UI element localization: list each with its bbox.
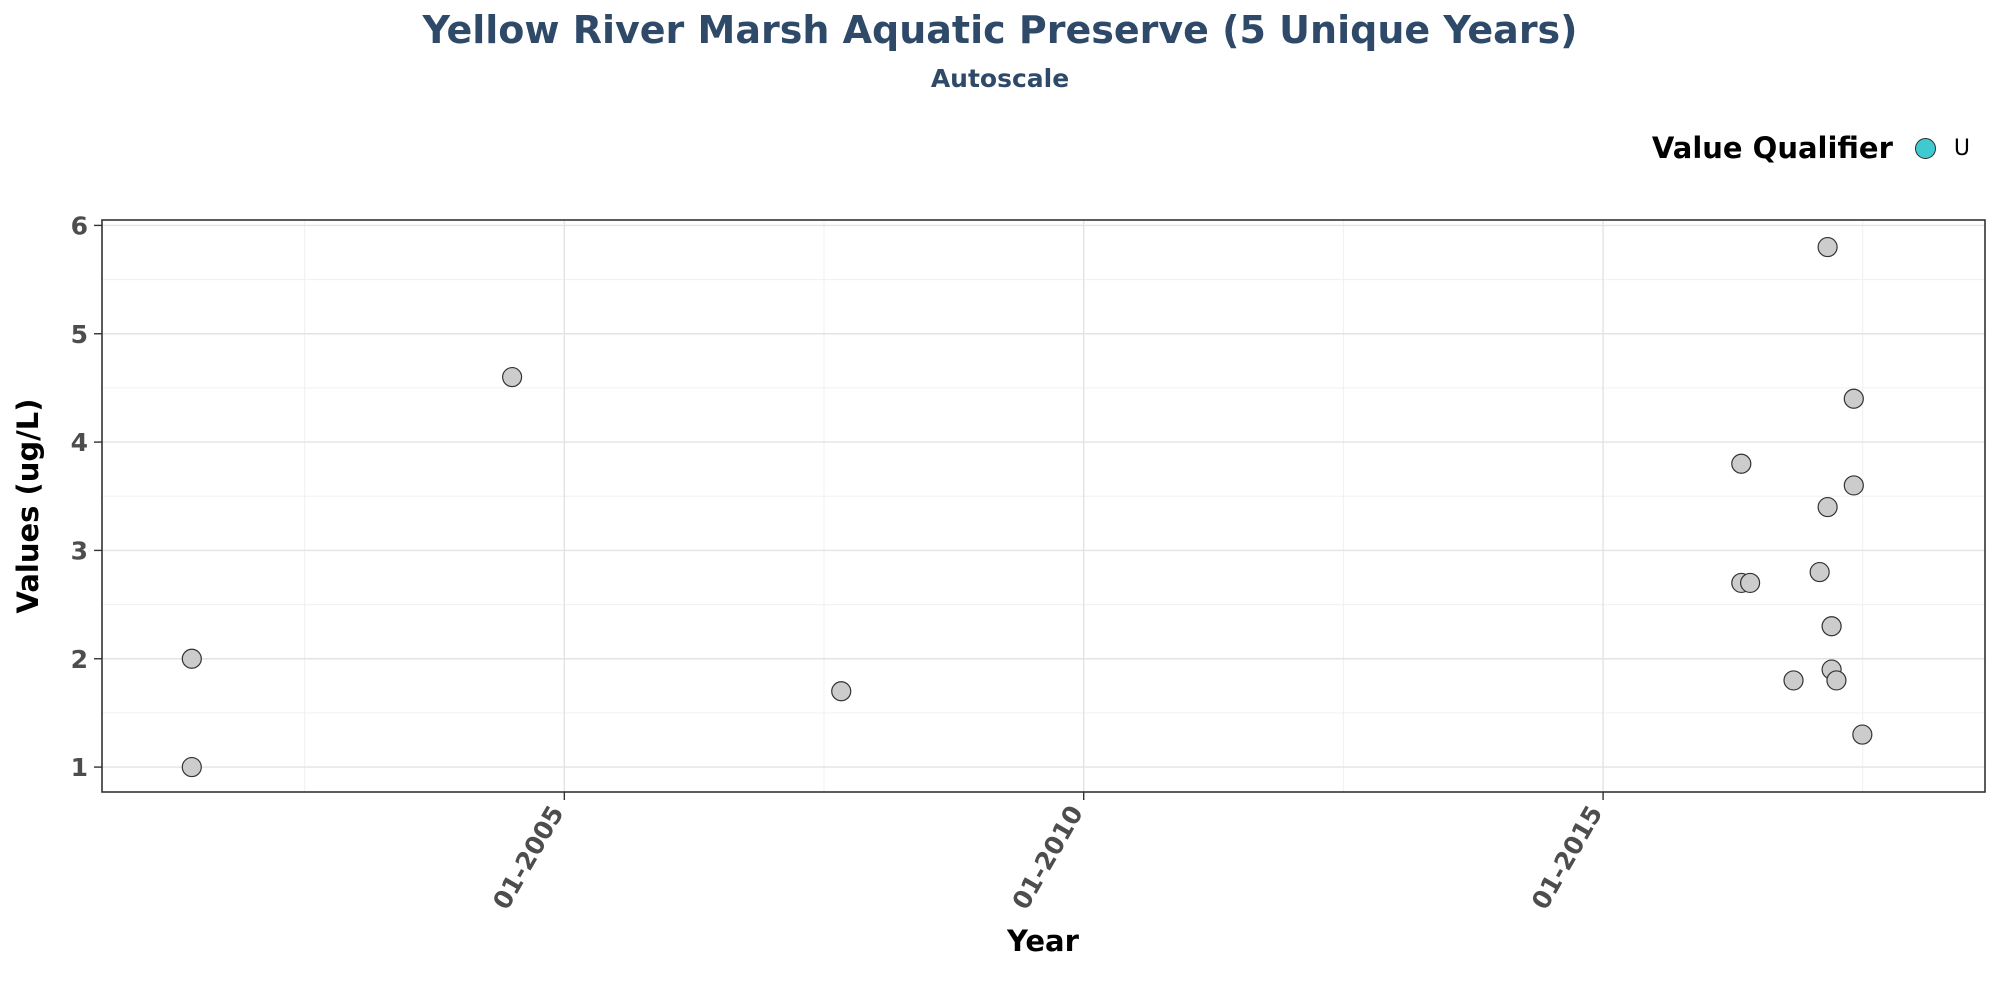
x-tick-label: 01-2015 bbox=[1526, 801, 1608, 915]
data-point bbox=[1783, 670, 1804, 691]
data-point bbox=[1739, 572, 1761, 594]
legend-key-u bbox=[1914, 137, 1936, 159]
legend: Value Qualifier U bbox=[1652, 131, 1970, 165]
chart-title: Yellow River Marsh Aquatic Preserve (5 U… bbox=[422, 8, 1578, 52]
data-point bbox=[1821, 616, 1842, 637]
y-tick-label: 4 bbox=[71, 428, 88, 457]
x-tick-label: 01-2005 bbox=[487, 801, 569, 915]
y-tick-label: 5 bbox=[71, 320, 88, 349]
y-axis-title: Values (ug/L) bbox=[11, 398, 45, 613]
x-axis: 01-2005 01-2010 01-2015 bbox=[487, 792, 1608, 914]
chart-subtitle: Autoscale bbox=[930, 64, 1070, 93]
data-point bbox=[1817, 496, 1838, 518]
data-point bbox=[1809, 561, 1830, 583]
x-tick-label: 01-2010 bbox=[1006, 801, 1088, 915]
legend-title: Value Qualifier bbox=[1651, 131, 1893, 165]
y-tick-label: 1 bbox=[71, 753, 88, 782]
x-axis-title: Year bbox=[1006, 924, 1080, 958]
data-point bbox=[1843, 388, 1864, 409]
plot-panel-border bbox=[101, 219, 1986, 793]
data-point bbox=[1852, 724, 1873, 745]
minor-gridlines bbox=[102, 220, 1985, 792]
y-tick-label: 6 bbox=[71, 211, 88, 240]
y-axis: 1 2 3 4 5 6 bbox=[71, 211, 102, 782]
data-point bbox=[502, 366, 523, 388]
data-point bbox=[181, 756, 202, 778]
y-tick-label: 3 bbox=[71, 536, 88, 565]
major-gridlines bbox=[102, 220, 1985, 792]
data-point bbox=[831, 681, 852, 702]
data-point bbox=[1731, 453, 1752, 474]
legend-label-u: U bbox=[1953, 135, 1970, 161]
data-points bbox=[181, 236, 1873, 778]
data-point bbox=[1817, 236, 1838, 258]
data-point bbox=[181, 648, 202, 669]
data-point bbox=[1826, 670, 1847, 691]
data-point bbox=[1843, 475, 1864, 496]
y-tick-label: 2 bbox=[71, 645, 88, 674]
